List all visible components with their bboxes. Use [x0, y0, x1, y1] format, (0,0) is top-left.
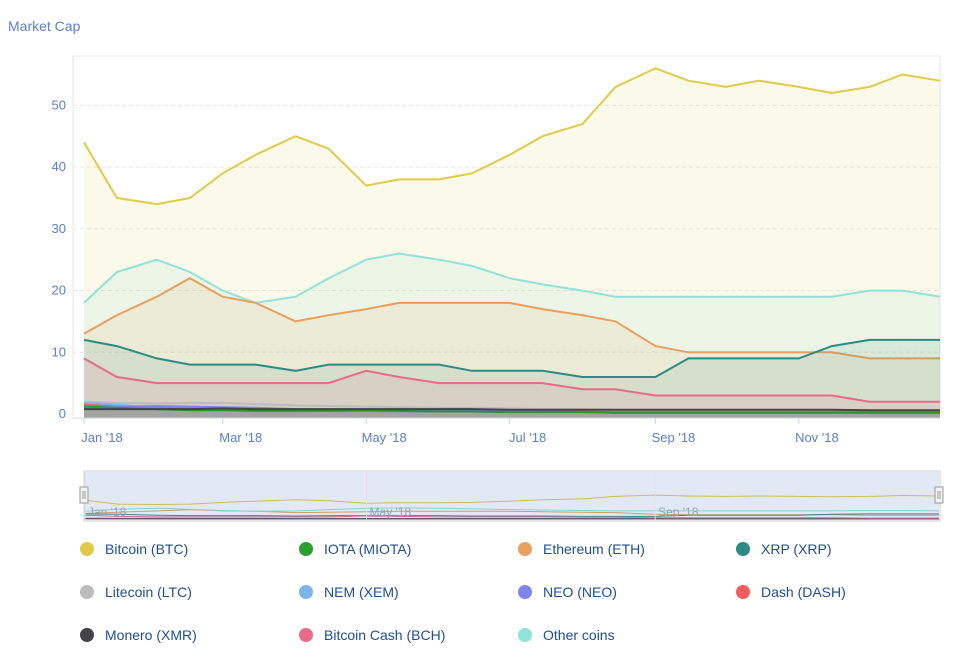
series-area — [84, 402, 940, 418]
legend-item[interactable]: XRP (XRP) — [736, 538, 832, 560]
market-cap-chart: 0 10 20 30 40 50 Jan '18 Mar '18 May '18 Jul '18… — [52, 55, 944, 522]
series-area — [84, 253, 940, 418]
series-line[interactable] — [83, 67, 941, 206]
navigator-label: Sep '18 — [658, 505, 699, 519]
navigator-line — [84, 514, 939, 519]
x-tick-label: May '18 — [362, 430, 407, 445]
x-tick-label: Jan '18 — [81, 430, 123, 445]
navigator-line — [84, 513, 939, 517]
navigator-selection[interactable] — [85, 472, 939, 520]
series-area — [84, 339, 940, 418]
series-line[interactable] — [83, 252, 941, 304]
legend-item[interactable]: Monero (XMR) — [80, 624, 197, 646]
x-tick-label: Sep '18 — [652, 430, 696, 445]
navigator-handle-right[interactable] — [934, 486, 944, 504]
legend-label: Dash (DASH) — [761, 584, 846, 600]
series-area — [84, 358, 940, 418]
y-tick-label: 0 — [59, 406, 66, 421]
legend-item[interactable]: Other coins — [518, 624, 615, 646]
y-axis: 0 10 20 30 40 50 — [52, 97, 66, 421]
legend-item[interactable]: Bitcoin (BTC) — [80, 538, 188, 560]
legend-label: Bitcoin (BTC) — [105, 541, 189, 557]
legend-item[interactable]: Dash (DASH) — [736, 581, 846, 603]
legend-label: IOTA (MIOTA) — [324, 541, 412, 557]
navigator-series — [84, 494, 940, 520]
legend-item[interactable]: NEO (NEO) — [518, 581, 617, 603]
legend-marker — [299, 542, 313, 556]
legend-label: XRP (XRP) — [761, 541, 832, 557]
series-line[interactable] — [83, 405, 940, 414]
x-tick-label: Jul '18 — [509, 430, 546, 445]
series-line[interactable] — [83, 338, 940, 378]
series-line[interactable] — [83, 357, 940, 403]
legend-label: NEM (XEM) — [324, 584, 399, 600]
legend-marker — [299, 628, 313, 642]
x-axis: Jan '18 Mar '18 May '18 Jul '18 Sep '18 Nov '… — [81, 418, 839, 445]
navigator-handle-left[interactable] — [79, 486, 89, 504]
y-tick-label: 10 — [52, 344, 66, 359]
chart-title: Market Cap — [8, 18, 81, 34]
legend-item[interactable]: IOTA (MIOTA) — [299, 538, 411, 560]
legend-label: Bitcoin Cash (BCH) — [324, 627, 446, 643]
legend-marker — [736, 542, 750, 556]
series-line[interactable] — [83, 277, 940, 360]
legend-marker — [80, 542, 94, 556]
navigator-line — [84, 494, 940, 506]
series-line[interactable] — [84, 407, 940, 412]
series-layer — [83, 67, 941, 419]
legend-item[interactable]: Bitcoin Cash (BCH) — [299, 624, 445, 646]
navigator-labels: Jan '18 May '18 Sep '18 — [84, 472, 699, 520]
legend-marker — [518, 628, 532, 642]
legend-label: Litecoin (LTC) — [105, 584, 192, 600]
legend-marker — [299, 585, 313, 599]
y-tick-label: 40 — [52, 159, 66, 174]
x-tick-label: Mar '18 — [219, 430, 262, 445]
legend-label: Ethereum (ETH) — [543, 541, 645, 557]
legend-item[interactable]: Litecoin (LTC) — [80, 581, 192, 603]
navigator-label: Jan '18 — [88, 505, 127, 519]
x-tick-label: Nov '18 — [795, 430, 839, 445]
legend-item[interactable]: NEM (XEM) — [299, 581, 399, 603]
y-tick-label: 30 — [52, 221, 66, 236]
y-tick-label: 50 — [52, 97, 66, 112]
series-area — [84, 68, 940, 419]
y-tick-label: 20 — [52, 283, 66, 298]
legend-label: NEO (NEO) — [543, 584, 617, 600]
legend-marker — [80, 628, 94, 642]
legend-marker — [518, 542, 532, 556]
navigator[interactable]: Jan '18 May '18 Sep '18 — [79, 470, 944, 522]
navigator-label: May '18 — [370, 505, 412, 519]
legend-marker — [518, 585, 532, 599]
series-area — [84, 404, 940, 418]
legend-marker — [80, 585, 94, 599]
legend-item[interactable]: Ethereum (ETH) — [518, 538, 645, 560]
legend-marker — [736, 585, 750, 599]
series-area — [84, 408, 940, 418]
legend-label: Other coins — [543, 627, 615, 643]
navigator-line — [84, 507, 940, 512]
legend-label: Monero (XMR) — [105, 627, 197, 643]
